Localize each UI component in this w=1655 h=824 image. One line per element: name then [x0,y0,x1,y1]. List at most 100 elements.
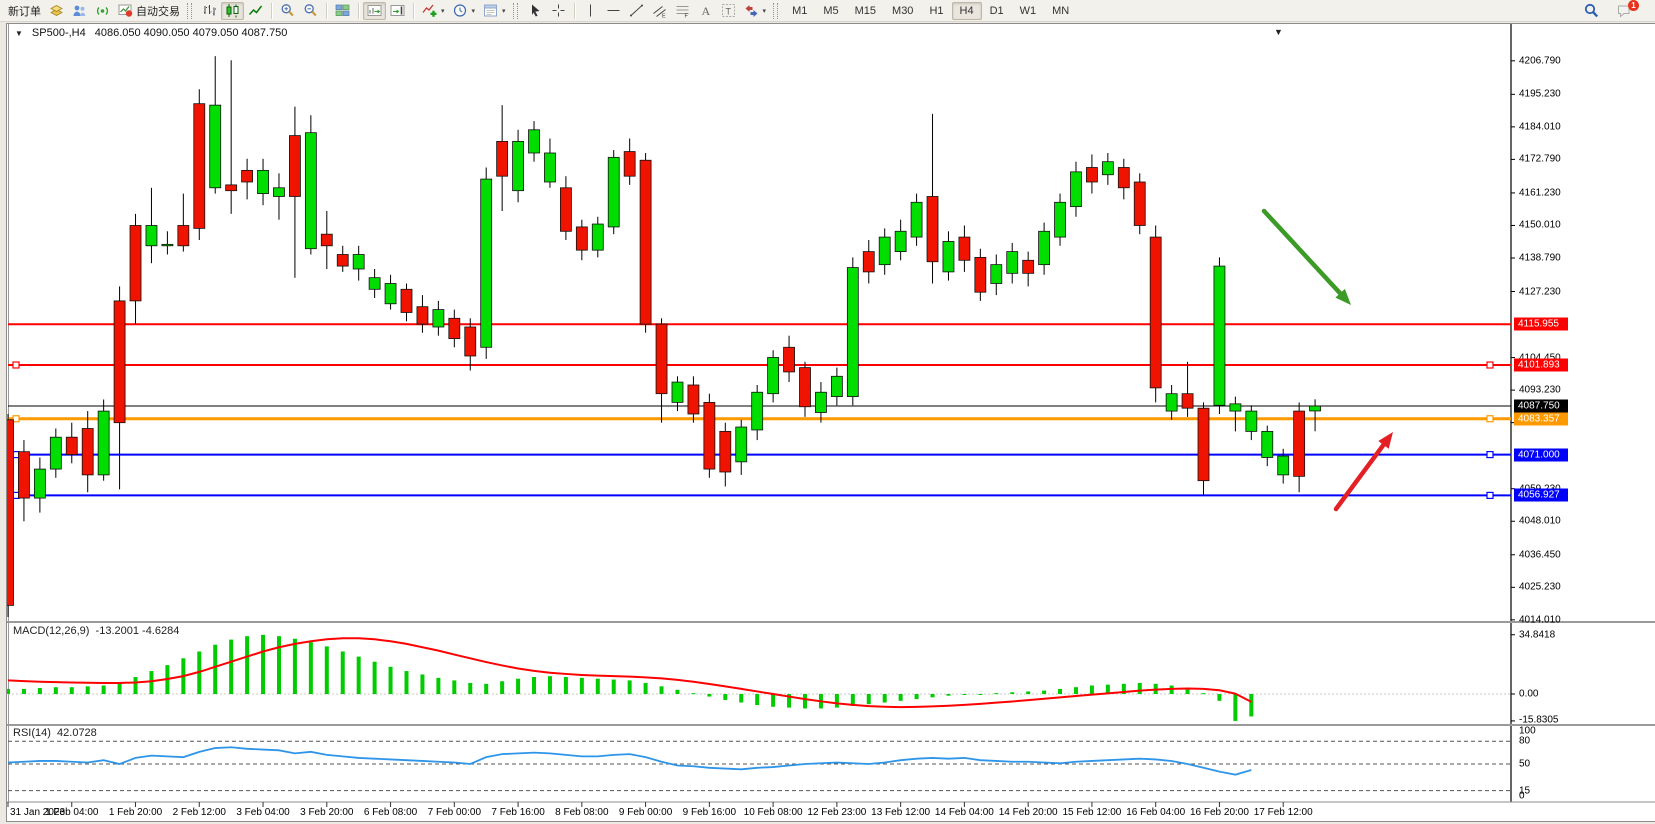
vertical-line-button[interactable] [579,2,602,20]
chart-canvas[interactable] [7,24,1655,821]
up-arrow-annotation[interactable] [1333,432,1393,512]
candle [145,187,158,264]
chart-window[interactable]: ▼ SP500-,H4 4086.050 4090.050 4079.050 4… [6,23,1655,822]
macd-histogram-bar [707,694,712,697]
price-tick: 4195.230 [1519,88,1561,100]
down-arrow-annotation[interactable] [1261,208,1351,305]
macd-histogram-bar [1137,682,1142,694]
macd-histogram-bar [723,694,728,700]
macd-histogram-bar [739,694,744,703]
timeframe-h4-button[interactable]: H4 [951,1,982,20]
macd-histogram-bar [914,694,919,700]
timeframe-m30-button[interactable]: M30 [892,4,914,17]
accounts-icon [73,5,86,16]
candle [304,115,317,255]
macd-histogram-bar [994,693,999,695]
periods-button[interactable]: ▾ [449,2,480,20]
candlestick-chart-icon [226,4,239,18]
macd-histogram-bar [7,688,10,694]
candle [416,295,429,333]
candle [209,56,222,194]
candle [799,361,811,417]
macd-label: MACD(12,26,9) -13.2001 -4.6284 [13,625,180,637]
chart-menu-arrow-icon[interactable]: ▼ [15,28,23,38]
indicators-button[interactable]: ▾ [418,2,449,20]
candle [225,60,238,214]
macd-histogram-bar [388,666,393,694]
search-button[interactable] [1580,2,1603,20]
candle [400,283,413,322]
timeframe-m1-button[interactable]: M1 [792,4,808,17]
templates-button[interactable]: ▾ [479,2,510,20]
candle [1213,257,1226,414]
time-axis-label: 7 Feb 00:00 [427,807,481,818]
macd-histogram-bar [532,677,537,694]
macd-histogram-bar [1026,691,1031,694]
horizontal-line-object[interactable] [8,491,1511,500]
toolbar-separator [413,2,414,19]
signals-button[interactable] [91,2,114,20]
timeframe-w1-button[interactable]: W1 [1019,4,1037,17]
candle [1022,251,1035,287]
macd-histogram-bar [595,678,600,694]
price-tick: 4150.010 [1519,219,1561,231]
zoom-out-button[interactable] [299,2,322,20]
macd-histogram-bar [1073,687,1078,694]
text-label-button[interactable]: T [717,2,740,20]
bar-chart-button[interactable] [198,2,221,20]
new-order-button[interactable]: 新订单 [4,2,45,20]
candle [544,138,556,188]
macd-scale-tick: -15.8305 [1519,714,1559,726]
time-axis-label: 9 Feb 00:00 [618,807,673,818]
timeframe-d1-button[interactable]: D1 [989,4,1004,17]
macd-histogram-bar [69,687,74,694]
candle [607,150,620,235]
macd-histogram-bar [229,639,234,694]
toolbar-grip [773,2,779,19]
macd-histogram-bar [866,694,871,705]
timeframe-mn-button[interactable]: MN [1052,4,1070,17]
fibonacci-button[interactable]: F [671,2,694,20]
timeframe-h1-button[interactable]: H1 [929,4,944,17]
macd-histogram-bar [547,676,552,694]
candle [273,173,285,220]
candle [320,210,333,269]
rsi-scale-tick: 50 [1519,758,1531,770]
equidistant-channel-button[interactable]: E [648,2,671,20]
arrows-button[interactable]: ▾ [740,2,771,20]
macd-histogram-bar [1185,688,1190,694]
macd-histogram-bar [324,646,329,694]
time-axis-label: 12 Feb 23:00 [807,807,867,818]
candle [432,300,445,336]
tile-windows-button[interactable] [331,2,354,20]
line-chart-button[interactable] [244,2,267,20]
price-tick: 4127.230 [1519,286,1561,298]
rsi-scale-tick: 15 [1519,785,1531,797]
text-button[interactable]: A [694,2,717,20]
layers-button[interactable] [45,2,68,20]
rsi-scale-tick: 0 [1519,790,1525,802]
candlestick-chart-button[interactable] [221,1,244,20]
auto-scroll-button[interactable] [363,1,386,20]
candle [512,129,524,203]
notifications-button[interactable]: 1 [1613,0,1643,20]
chart-title: ▼ SP500-,H4 4086.050 4090.050 4079.050 4… [15,27,287,39]
trendline-button[interactable] [625,2,648,20]
macd-histogram-bar [101,685,106,694]
candle [352,245,365,281]
timeframe-m15-button[interactable]: M15 [854,4,877,17]
macd-scale-tick: 34.8418 [1519,629,1556,641]
macd-histogram-bar [882,694,887,703]
timeframe-m5-button[interactable]: M5 [823,4,839,17]
crosshair-button[interactable] [547,2,570,20]
cursor-button[interactable] [524,2,547,20]
accounts-button[interactable] [68,2,91,20]
macd-histogram-bar [978,694,983,695]
autotrading-button[interactable]: 自动交易 [114,2,184,20]
zoom-in-button[interactable] [276,2,299,20]
chart-shift-button[interactable] [386,2,409,20]
horizontal-line-button[interactable] [602,2,625,20]
chart-shift-marker-icon[interactable]: ▼ [1274,27,1283,37]
horizontal-line-object[interactable] [8,361,1511,369]
macd-histogram-bar [579,677,584,694]
